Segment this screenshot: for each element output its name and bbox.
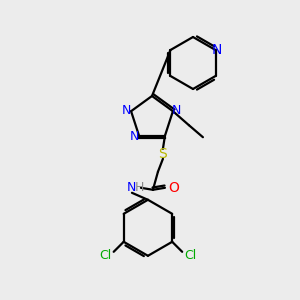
Text: N: N <box>122 104 131 117</box>
Text: N: N <box>127 181 136 194</box>
Text: H: H <box>135 181 145 194</box>
Text: Cl: Cl <box>184 249 196 262</box>
Text: N: N <box>129 130 139 143</box>
Text: Cl: Cl <box>100 249 112 262</box>
Text: O: O <box>169 181 179 195</box>
Text: N: N <box>211 43 222 57</box>
Text: S: S <box>159 147 167 161</box>
Text: N: N <box>172 104 182 117</box>
